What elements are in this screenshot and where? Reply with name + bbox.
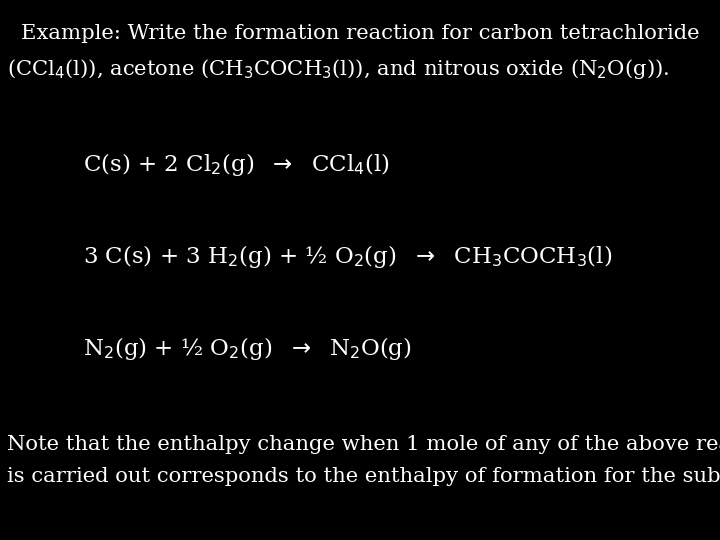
Text: (CCl$_4$(l)), acetone (CH$_3$COCH$_3$(l)), and nitrous oxide (N$_2$O(g)).: (CCl$_4$(l)), acetone (CH$_3$COCH$_3$(l)… [7, 57, 670, 80]
Text: 3 C(s) + 3 H$_2$(g) + ½ O$_2$(g)  $\rightarrow$  CH$_3$COCH$_3$(l): 3 C(s) + 3 H$_2$(g) + ½ O$_2$(g) $\right… [83, 243, 612, 270]
Text: C(s) + 2 Cl$_2$(g)  $\rightarrow$  CCl$_4$(l): C(s) + 2 Cl$_2$(g) $\rightarrow$ CCl$_4$… [83, 151, 390, 178]
Text: Example: Write the formation reaction for carbon tetrachloride: Example: Write the formation reaction fo… [21, 24, 699, 43]
Text: N$_2$(g) + ½ O$_2$(g)  $\rightarrow$  N$_2$O(g): N$_2$(g) + ½ O$_2$(g) $\rightarrow$ N$_2… [83, 335, 412, 362]
Text: is carried out corresponds to the enthalpy of formation for the substance.: is carried out corresponds to the enthal… [7, 467, 720, 486]
Text: Note that the enthalpy change when 1 mole of any of the above reactions: Note that the enthalpy change when 1 mol… [7, 435, 720, 454]
